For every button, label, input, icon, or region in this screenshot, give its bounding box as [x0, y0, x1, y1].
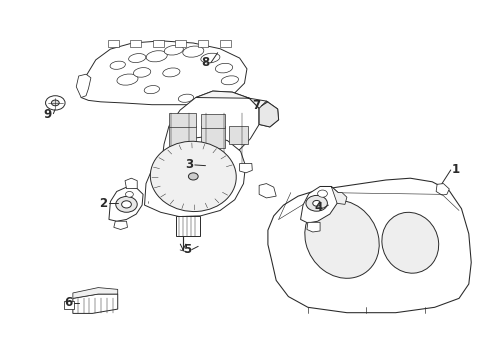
- Circle shape: [125, 192, 133, 197]
- Bar: [228, 126, 248, 144]
- Circle shape: [312, 201, 320, 206]
- Text: 7: 7: [251, 99, 260, 112]
- Text: 3: 3: [185, 158, 193, 171]
- Ellipse shape: [304, 200, 379, 278]
- Polygon shape: [267, 178, 470, 313]
- Ellipse shape: [215, 63, 232, 73]
- Ellipse shape: [117, 74, 138, 85]
- Circle shape: [317, 190, 327, 197]
- Polygon shape: [114, 221, 127, 229]
- Bar: [168, 113, 195, 127]
- Ellipse shape: [183, 46, 203, 57]
- Polygon shape: [73, 294, 118, 314]
- Circle shape: [305, 195, 327, 211]
- Ellipse shape: [381, 212, 438, 273]
- Bar: [176, 216, 199, 235]
- Bar: [197, 40, 208, 46]
- Ellipse shape: [133, 68, 150, 77]
- Bar: [153, 40, 163, 46]
- Ellipse shape: [163, 68, 180, 77]
- Text: 6: 6: [64, 296, 73, 309]
- Polygon shape: [259, 101, 278, 127]
- Polygon shape: [73, 288, 118, 298]
- Ellipse shape: [178, 94, 193, 102]
- Polygon shape: [125, 178, 137, 189]
- Ellipse shape: [221, 76, 238, 85]
- Bar: [200, 126, 224, 148]
- Text: 8: 8: [201, 56, 209, 69]
- Polygon shape: [195, 91, 278, 127]
- Circle shape: [45, 96, 65, 110]
- Polygon shape: [300, 186, 337, 223]
- Ellipse shape: [146, 51, 167, 62]
- Polygon shape: [144, 136, 245, 217]
- Circle shape: [122, 201, 131, 208]
- Circle shape: [188, 173, 198, 180]
- Ellipse shape: [110, 61, 125, 69]
- Bar: [168, 126, 195, 148]
- Ellipse shape: [128, 54, 145, 63]
- Circle shape: [51, 100, 59, 106]
- Text: 4: 4: [314, 202, 322, 215]
- Text: 5: 5: [182, 243, 190, 256]
- Text: 2: 2: [99, 197, 107, 210]
- Polygon shape: [306, 222, 320, 232]
- Ellipse shape: [201, 53, 220, 63]
- Bar: [175, 40, 185, 46]
- Polygon shape: [320, 186, 346, 204]
- Ellipse shape: [164, 45, 183, 55]
- Ellipse shape: [150, 141, 236, 212]
- Polygon shape: [81, 41, 246, 105]
- Polygon shape: [259, 184, 276, 198]
- Bar: [108, 40, 119, 46]
- Polygon shape: [167, 167, 181, 176]
- Circle shape: [116, 197, 137, 212]
- Polygon shape: [435, 184, 448, 195]
- Polygon shape: [109, 187, 143, 221]
- Polygon shape: [76, 74, 91, 98]
- Bar: [220, 40, 230, 46]
- Bar: [130, 40, 141, 46]
- Bar: [200, 114, 224, 128]
- Ellipse shape: [144, 86, 159, 94]
- Bar: [64, 301, 74, 309]
- Text: 9: 9: [43, 108, 52, 121]
- Polygon shape: [239, 163, 252, 173]
- Text: 1: 1: [451, 163, 459, 176]
- Polygon shape: [161, 91, 259, 167]
